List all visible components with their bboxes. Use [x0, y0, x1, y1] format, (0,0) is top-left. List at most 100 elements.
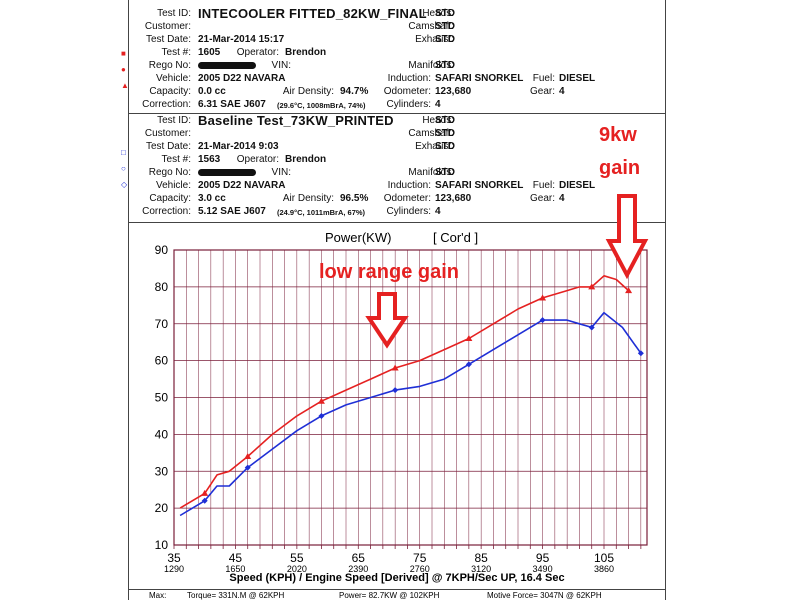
test1-marker-icon: ▲: [121, 81, 129, 90]
vin-label: VIN:: [271, 167, 291, 178]
cylinders-label: Cylinders:: [386, 99, 431, 110]
footer-divider: [129, 589, 665, 590]
test2-capacity: 3.0 cc: [198, 193, 226, 204]
test1-camshaft: STD: [435, 21, 455, 32]
fuel-label: Fuel:: [532, 180, 555, 191]
test2-camshaft: STD: [435, 128, 455, 139]
series-point-2: [318, 412, 325, 419]
power-chart: Power(KW) [ Cor'd ] 10 20 30 40 50 60 70 80 90 35…: [155, 124, 649, 584]
manifolds-label: Manifolds:: [408, 60, 454, 71]
chart-divider: [129, 222, 665, 223]
test1-cylinders: 4: [435, 99, 441, 110]
air-density-label: Air Density:: [282, 193, 334, 204]
test2-rego-redacted: [198, 167, 256, 178]
test2-induction: SAFARI SNORKEL: [435, 180, 524, 191]
test2-operator: Brendon: [285, 154, 327, 165]
series-point-2: [244, 464, 251, 471]
test1-gear: 4: [559, 86, 565, 97]
header-divider: [129, 113, 665, 114]
x-secondary-tick-label: 2020: [287, 564, 307, 574]
test2-marker-icon: ◇: [121, 180, 128, 189]
series-point-1: [391, 364, 399, 371]
x-tick-label: 75: [413, 551, 427, 565]
series-point-2: [201, 497, 208, 504]
operator-label: Operator:: [236, 47, 279, 58]
y-tick-label: 80: [155, 280, 169, 294]
x-tick-label: 65: [352, 551, 366, 565]
test2-cylinders: 4: [435, 206, 441, 217]
correction-label: Correction:: [142, 99, 191, 110]
test1-correction: 6.31 SAE J607: [198, 99, 266, 110]
capacity-label: Capacity:: [149, 86, 191, 97]
test2-marker-icon: □: [121, 148, 126, 157]
footer-max-row: Max: Torque= 331N.M @ 62KPH Power= 82.7K…: [129, 591, 665, 601]
test2-exhaust: STD: [435, 141, 455, 152]
test-date-label: Test Date:: [145, 141, 191, 152]
x-secondary-tick-label: 3120: [471, 564, 491, 574]
x-tick-label: 45: [229, 551, 243, 565]
manifolds-label: Manifolds:: [408, 167, 454, 178]
heads-label: Heads:: [422, 8, 454, 19]
test2-correction-note: (24.9°C, 1011mBrA, 67%): [277, 208, 366, 217]
arrow-down-icon: [605, 194, 649, 280]
customer-label: Customer:: [144, 128, 191, 139]
test2-fuel: DIESEL: [559, 180, 596, 191]
gear-label: Gear:: [529, 193, 555, 204]
series-point-2: [392, 387, 399, 394]
chart-title: Power(KW): [325, 230, 391, 245]
y-tick-label: 20: [155, 501, 169, 515]
test-id-label: Test ID:: [157, 115, 191, 126]
exhaust-label: Exhaust:: [415, 141, 454, 152]
test2-correction: 5.12 SAE J607: [198, 206, 266, 217]
test2-test-id: Baseline Test_73KW_PRINTED: [198, 113, 394, 128]
test1-fuel: DIESEL: [559, 73, 596, 84]
test2-vehicle: 2005 D22 NAVARA: [198, 180, 286, 191]
test2-odometer: 123,680: [435, 193, 472, 204]
operator-label: Operator:: [236, 154, 279, 165]
capacity-label: Capacity:: [149, 193, 191, 204]
series-point-1: [465, 335, 473, 341]
test1-test-id: INTECOOLER FITTED_82KW_FINAL: [198, 6, 427, 21]
test1-heads: STD: [435, 8, 455, 19]
y-tick-label: 60: [155, 354, 169, 368]
test1-air-density: 94.7%: [340, 86, 369, 97]
series-point-1: [539, 294, 547, 301]
test1-correction-note: (29.6°C, 1008mBrA, 74%): [277, 101, 366, 110]
series-point-1: [588, 283, 596, 290]
rego-label: Rego No:: [148, 167, 191, 178]
footer-motive: Motive Force= 3047N @ 62KPH: [487, 591, 602, 600]
test1-test-no: 1605: [198, 47, 221, 58]
camshaft-label: Camshaft:: [408, 21, 454, 32]
series-point-2: [539, 317, 546, 324]
rego-label: Rego No:: [148, 60, 191, 71]
x-tick-label: 95: [536, 551, 550, 565]
test2-manifolds: STD: [435, 167, 455, 178]
series-line-1: [179, 274, 630, 509]
vin-label: VIN:: [271, 60, 291, 71]
x-secondary-tick-label: 3490: [533, 564, 553, 574]
footer-torque: Torque= 331N.M @ 62KPH: [187, 591, 285, 600]
test1-marker-icon: ■: [121, 49, 126, 58]
vehicle-label: Vehicle:: [155, 180, 191, 191]
chart-title-suffix: [ Cor'd ]: [433, 230, 478, 245]
x-axis-label: Speed (KPH) / Engine Speed [Derived] @ 7…: [229, 572, 564, 584]
test1-exhaust: STD: [435, 34, 455, 45]
x-secondary-tick-label: 2390: [348, 564, 368, 574]
x-tick-label: 35: [167, 551, 181, 565]
gear-label: Gear:: [529, 86, 555, 97]
test1-manifolds: STD: [435, 60, 455, 71]
test1-operator: Brendon: [285, 47, 327, 58]
test1-test-date: 21-Mar-2014 15:17: [198, 34, 285, 45]
test1-vehicle: 2005 D22 NAVARA: [198, 73, 286, 84]
series-point-2: [588, 324, 595, 331]
test1-capacity: 0.0 cc: [198, 86, 226, 97]
test-no-label: Test #:: [161, 47, 191, 58]
test2-gear: 4: [559, 193, 565, 204]
series-point-1: [317, 397, 325, 404]
heads-label: Heads:: [422, 115, 454, 126]
camshaft-label: Camshaft:: [408, 128, 454, 139]
y-tick-label: 40: [155, 427, 169, 441]
footer-max-label: Max:: [149, 591, 167, 600]
air-density-label: Air Density:: [282, 86, 334, 97]
arrow-down-icon: [365, 292, 409, 349]
